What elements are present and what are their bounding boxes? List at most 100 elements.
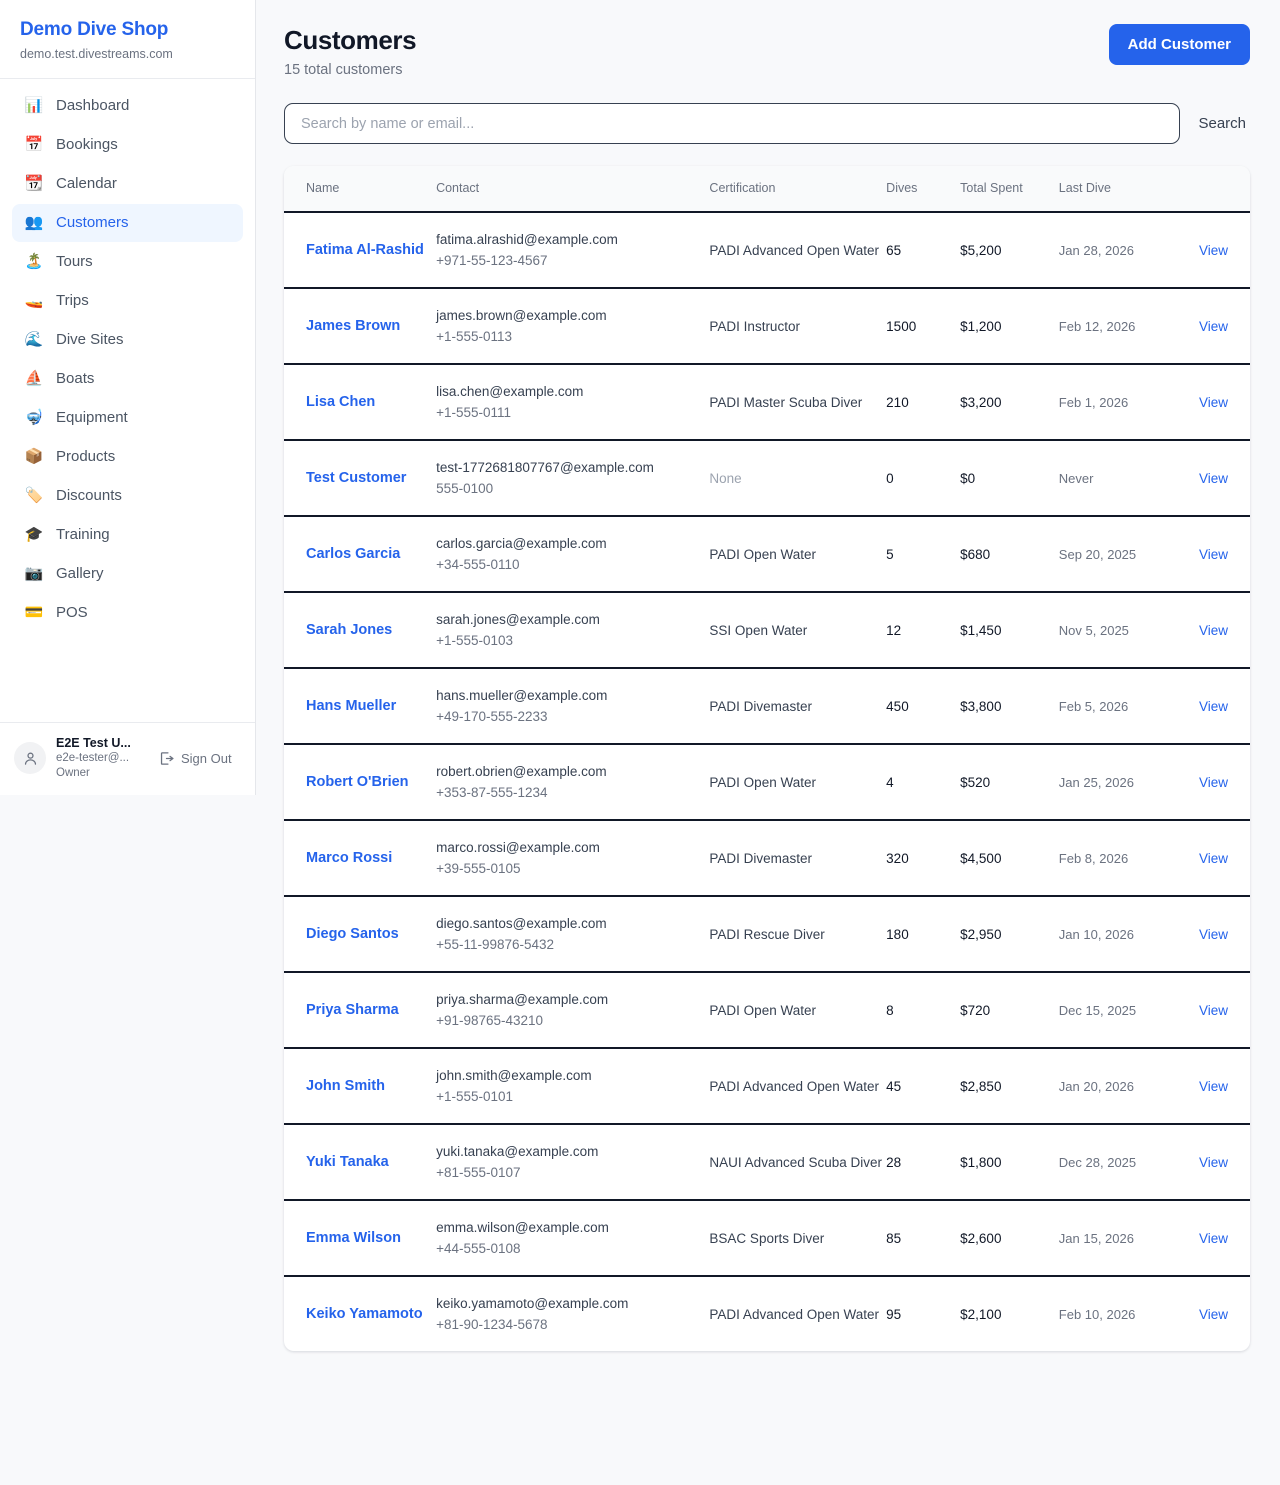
customer-name-link[interactable]: Carlos Garcia (306, 546, 401, 562)
search-input[interactable] (284, 103, 1181, 144)
view-link[interactable]: View (1198, 470, 1228, 486)
cell-contact: emma.wilson@example.com +44-555-0108 (436, 1200, 710, 1277)
total-spent-value: $1,200 (960, 318, 1002, 334)
cell-last-dive: Feb 8, 2026 (1058, 820, 1156, 897)
customer-name-link[interactable]: Robert O'Brien (306, 774, 409, 790)
view-link[interactable]: View (1198, 1230, 1228, 1246)
sidebar-item-pos[interactable]: 💳 POS (12, 594, 243, 632)
customer-name-link[interactable]: Sarah Jones (306, 622, 393, 638)
total-spent-value: $4,500 (960, 850, 1002, 866)
cell-last-dive: Feb 5, 2026 (1058, 668, 1156, 745)
customer-name-link[interactable]: Emma Wilson (306, 1230, 401, 1246)
cell-last-dive: Feb 10, 2026 (1059, 1276, 1156, 1351)
view-link[interactable]: View (1198, 394, 1228, 410)
cell-contact: sarah.jones@example.com +1-555-0103 (436, 592, 710, 669)
dives-value: 12 (886, 622, 902, 638)
column-header-last-dive[interactable]: Last Dive (1058, 166, 1156, 213)
sign-out-button[interactable]: Sign Out (158, 750, 232, 767)
sidebar-item-products[interactable]: 📦 Products (12, 438, 243, 476)
last-dive-value: Nov 5, 2025 (1058, 622, 1129, 638)
customer-phone: +34-555-0110 (436, 557, 520, 572)
cell-actions: View (1155, 1200, 1250, 1277)
cell-dives: 0 (886, 440, 961, 517)
view-link[interactable]: View (1198, 622, 1228, 638)
cell-contact: robert.obrien@example.com +353-87-555-123… (436, 744, 710, 821)
cell-total-spent: $0 (960, 440, 1059, 517)
cell-contact: carlos.garcia@example.com +34-555-0110 (436, 516, 710, 593)
cell-total-spent: $3,800 (960, 668, 1059, 745)
customer-name-link[interactable]: Diego Santos (306, 926, 399, 942)
sidebar-item-bookings[interactable]: 📅 Bookings (12, 126, 243, 164)
customer-email: priya.sharma@example.com (436, 992, 609, 1007)
customer-name-link[interactable]: Lisa Chen (306, 394, 376, 410)
view-link[interactable]: View (1198, 774, 1228, 790)
cell-actions: View (1155, 592, 1250, 669)
cell-name: James Brown (284, 288, 437, 365)
view-link[interactable]: View (1198, 1154, 1228, 1170)
sidebar-item-dive-sites[interactable]: 🌊 Dive Sites (12, 321, 243, 359)
cell-last-dive: Jan 20, 2026 (1058, 1048, 1156, 1125)
people-icon: 👥 (24, 214, 44, 231)
certification-value: PADI Instructor (709, 318, 800, 334)
cell-dives: 210 (886, 364, 961, 441)
column-header-contact[interactable]: Contact (436, 166, 710, 213)
customer-phone: +44-555-0108 (436, 1241, 521, 1256)
sidebar-item-label: POS (56, 604, 88, 621)
sidebar-item-dashboard[interactable]: 📊 Dashboard (12, 87, 243, 125)
view-link[interactable]: View (1198, 318, 1228, 334)
sidebar-item-label: Boats (56, 370, 95, 387)
cell-actions: View (1155, 364, 1250, 441)
sidebar-item-discounts[interactable]: 🏷️ Discounts (12, 477, 243, 515)
customer-name-link[interactable]: Fatima Al-Rashid (306, 242, 424, 258)
speedboat-icon: 🚤 (24, 292, 44, 309)
camera-icon: 📷 (24, 565, 44, 582)
sidebar-item-label: Trips (56, 292, 89, 309)
column-header-dives[interactable]: Dives (886, 166, 961, 213)
customer-name-link[interactable]: Priya Sharma (306, 1002, 399, 1018)
column-header-total-spent[interactable]: Total Spent (960, 166, 1059, 213)
sidebar-item-boats[interactable]: ⛵ Boats (12, 360, 243, 398)
sidebar-item-tours[interactable]: 🏝️ Tours (12, 243, 243, 281)
table-row: Emma Wilson emma.wilson@example.com +44-55… (284, 1200, 1250, 1277)
certification-value: None (709, 470, 742, 486)
customer-name-link[interactable]: James Brown (306, 318, 401, 334)
view-link[interactable]: View (1198, 546, 1228, 562)
sidebar-item-label: Equipment (56, 409, 128, 426)
view-link[interactable]: View (1198, 850, 1228, 866)
customer-name-link[interactable]: Hans Mueller (306, 698, 397, 714)
sidebar-item-gallery[interactable]: 📷 Gallery (12, 555, 243, 593)
table-row: John Smith john.smith@example.com +1-555-0… (284, 1048, 1250, 1125)
cell-dives: 8 (886, 972, 961, 1049)
column-header-certification[interactable]: Certification (709, 166, 887, 213)
sidebar-item-calendar[interactable]: 📆 Calendar (12, 165, 243, 203)
customer-name-link[interactable]: Yuki Tanaka (306, 1154, 389, 1170)
cell-total-spent: $1,450 (960, 592, 1059, 669)
cell-dives: 180 (886, 896, 961, 973)
sidebar-item-customers[interactable]: 👥 Customers (12, 204, 243, 242)
sidebar-item-label: Dive Sites (56, 331, 124, 348)
view-link[interactable]: View (1198, 1078, 1228, 1094)
view-link[interactable]: View (1198, 1002, 1228, 1018)
customer-name-link[interactable]: John Smith (306, 1078, 385, 1094)
add-customer-button[interactable]: Add Customer (1108, 24, 1250, 65)
sidebar-item-training[interactable]: 🎓 Training (12, 516, 243, 554)
avatar (14, 742, 46, 774)
sidebar-item-trips[interactable]: 🚤 Trips (12, 282, 243, 320)
view-link[interactable]: View (1198, 926, 1228, 942)
view-link[interactable]: View (1198, 698, 1228, 714)
sidebar-item-equipment[interactable]: 🤿 Equipment (12, 399, 243, 437)
sidebar-nav: 📊 Dashboard 📅 Bookings 📆 Calendar 👥 Customers 🏝️… (0, 79, 255, 722)
view-link[interactable]: View (1198, 242, 1228, 258)
customer-name-link[interactable]: Keiko Yamamoto (306, 1306, 423, 1322)
cell-actions: View (1155, 896, 1250, 973)
cell-total-spent: $1,800 (960, 1124, 1059, 1201)
customer-name-link[interactable]: Marco Rossi (306, 850, 393, 866)
customer-name-link[interactable]: Test Customer (306, 470, 407, 486)
certification-value: PADI Advanced Open Water (709, 1078, 880, 1094)
search-button[interactable]: Search (1194, 108, 1250, 140)
column-header-name[interactable]: Name (284, 166, 437, 213)
view-link[interactable]: View (1198, 1306, 1228, 1322)
certification-value: SSI Open Water (709, 622, 808, 638)
cell-actions: View (1155, 1276, 1250, 1351)
last-dive-value: Jan 10, 2026 (1058, 926, 1134, 942)
